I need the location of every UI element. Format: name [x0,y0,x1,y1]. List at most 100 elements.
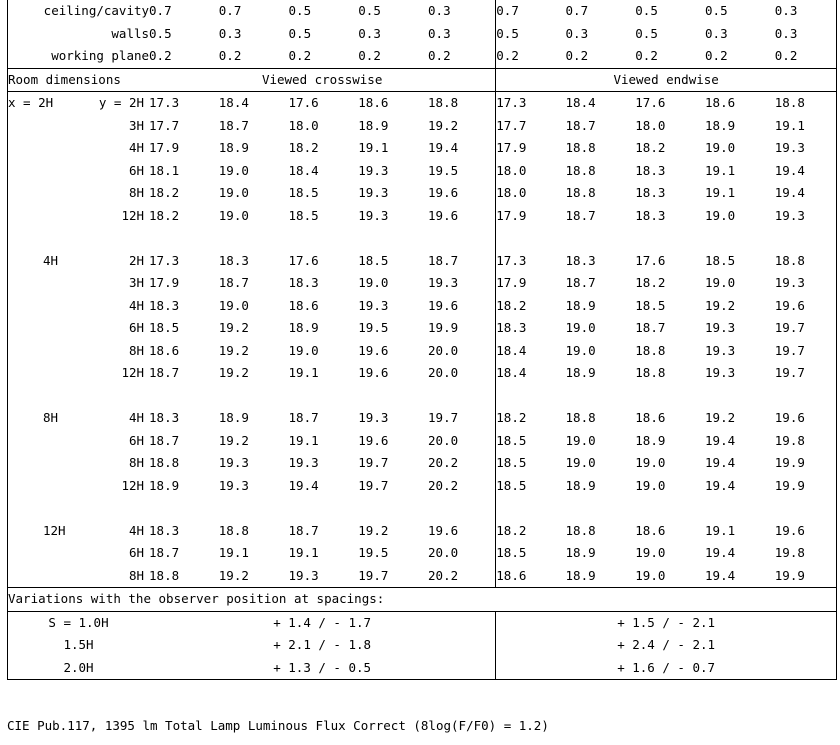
ugr-value: 19.2 [218,320,249,335]
spacer-cell [7,497,150,520]
ugr-value: 19.4 [705,432,736,448]
ugr-value: 18.6 [358,95,389,110]
room-dimension-label: 8H 4H [7,407,150,430]
ugr-value: 19.2 [358,522,389,538]
ugr-value: 19.3 [774,137,837,160]
ugr-value: 20.2 [428,477,459,493]
reflectance-row: walls 0.5 0.3 0.5 0.3 0.3 0.5 0.3 0.5 0.3 0.3 [7,22,837,45]
ugr-value: 18.1 [149,162,180,178]
room-dimension-label: 3H [7,114,150,137]
ugr-value: 17.9 [495,272,566,295]
table-row: 4H 2H 17.3 18.3 17.6 18.5 18.7 17.3 18.3 17.6 18.5… [7,249,837,272]
ugr-value: 19.3 [358,185,389,200]
ugr-value: 19.0 [358,275,389,290]
ugr-value: 18.7 [288,410,319,425]
ugr-value: 18.9 [565,297,596,313]
y-dimension: 3H [128,275,145,290]
spacer-cell [149,497,219,520]
ugr-value: 19.3 [428,275,459,290]
spacer-cell [705,227,775,250]
reflectance-value: 0.7 [565,3,589,18]
ugr-value: 19.3 [288,567,319,583]
footer-note: CIE Pub.117, 1395 lm Total Lamp Luminous… [7,718,549,733]
x-dimension: 4H [43,252,59,268]
ugr-value: 17.3 [149,252,180,268]
ugr-value: 18.7 [635,320,666,335]
spacer-cell [774,497,837,520]
reflectance-label: ceiling/cavity [7,0,150,23]
ugr-value: 18.3 [565,252,596,268]
ugr-value: 19.1 [288,365,319,380]
ugr-value: 17.6 [288,95,319,110]
reflectance-value: 0.2 [358,45,429,69]
room-dimension-label: x = 2H y = 2H [7,91,150,115]
ugr-value: 19.0 [635,545,666,560]
y-dimension: 3H [128,117,145,133]
ugr-value: 19.1 [705,162,736,178]
x-dimension: 12H [43,522,66,538]
ugr-value: 20.2 [428,567,459,583]
ugr-value: 19.4 [705,477,736,493]
ugr-value: 18.3 [288,275,319,290]
ugr-value: 19.6 [358,365,389,380]
ugr-value: 19.6 [428,297,459,313]
ugr-value: 17.3 [495,249,566,272]
table-row: 3H 17.9 18.7 18.3 19.0 19.3 17.9 18.7 18.2 19.0 19… [7,272,837,295]
table-row: x = 2H y = 2H 17.3 18.4 17.6 18.6 18.8 17.3 18.4… [7,91,837,115]
ugr-value: 18.9 [149,477,180,493]
reflectance-value: 0.5 [495,22,566,45]
ugr-value: 18.7 [565,117,596,133]
ugr-value: 18.8 [635,365,666,380]
ugr-value: 19.6 [358,432,389,448]
ugr-value: 19.0 [635,567,666,583]
ugr-value: 19.0 [635,455,666,470]
ugr-value: 18.6 [705,95,736,110]
reflectance-value: 0.2 [635,45,706,69]
viewed-endwise-header: Viewed endwise [495,68,837,92]
ugr-value: 18.0 [495,182,566,205]
ugr-value: 19.0 [565,342,596,358]
ugr-value: 19.3 [774,272,837,295]
ugr-value: 19.1 [774,114,837,137]
reflectance-value: 0.3 [705,25,728,41]
spacer-cell [774,384,837,407]
reflectance-value: 0.3 [428,25,451,41]
ugr-value: 18.5 [288,185,319,200]
reflectance-value: 0.5 [635,3,658,18]
room-dimension-label: 4H [7,137,150,160]
ugr-value: 19.0 [565,432,596,448]
ugr-value: 18.3 [495,317,566,340]
spacer-cell [495,384,566,407]
ugr-value: 19.0 [565,455,596,470]
ugr-value: 18.8 [218,522,249,538]
y-dimension: 4H [128,297,145,313]
variation-endwise: + 2.4 / - 2.1 [495,634,837,657]
ugr-value: 20.0 [428,432,459,448]
reflectance-value: 0.2 [149,45,219,69]
ugr-value: 18.4 [565,95,596,110]
room-dimension-label: 6H [7,317,150,340]
reflectance-value: 0.2 [705,45,775,69]
ugr-value: 18.0 [495,159,566,182]
variation-crosswise: + 1.4 / - 1.7 [273,614,372,630]
variations-title: Variations with the observer position at… [7,587,837,612]
ugr-value: 17.6 [635,95,666,110]
reflectance-value: 0.3 [774,22,837,45]
ugr-value: 19.1 [218,545,249,560]
reflectance-value: 0.2 [288,45,359,69]
spacer-cell [705,497,775,520]
ugr-value: 18.7 [428,252,459,268]
ugr-value: 19.0 [705,207,736,223]
ugr-value: 18.7 [149,545,180,560]
ugr-value: 18.8 [774,249,837,272]
ugr-value: 18.9 [705,117,736,133]
x-dimension: x = 2H [8,95,54,110]
room-dimension-label: 12H [7,362,150,385]
ugr-value: 19.6 [774,407,837,430]
room-dimension-label: 6H [7,542,150,565]
table-row: 8H 4H 18.3 18.9 18.7 19.3 19.7 18.2 18.8 18.6 19.2… [7,407,837,430]
ugr-value: 19.1 [288,432,319,448]
ugr-value: 18.5 [495,452,566,475]
room-dimension-label: 3H [7,272,150,295]
spacer-cell [495,497,566,520]
